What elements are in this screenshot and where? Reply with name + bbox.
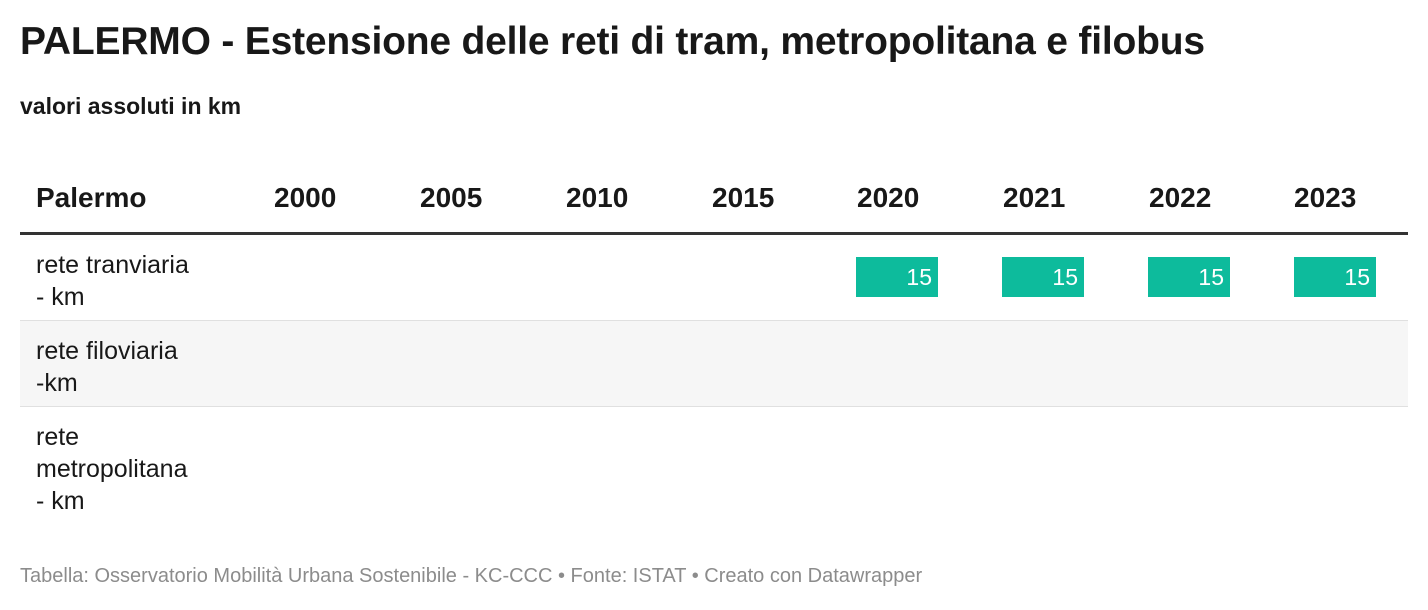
value-bar-2022: 15 xyxy=(1148,257,1230,297)
value-bar-2021: 15 xyxy=(1002,257,1084,297)
column-header-2022: 2022 xyxy=(1149,182,1212,213)
column-header-2005: 2005 xyxy=(420,182,483,213)
table-body: rete tranviaria - km 15 15 15 15 rete filoviar… xyxy=(20,235,1408,519)
column-header-2015: 2015 xyxy=(712,182,775,213)
row-label-line: - km xyxy=(36,487,85,515)
column-header-2021: 2021 xyxy=(1003,182,1066,213)
column-header-2020: 2020 xyxy=(857,182,920,213)
source-footer: Tabella: Osservatorio Mobilità Urbana So… xyxy=(20,565,923,587)
table-row: rete metropolitana - km xyxy=(20,407,1408,519)
row-label-line: - km xyxy=(36,283,85,311)
row-label: rete metropolitana - km xyxy=(36,421,236,517)
column-header-2023: 2023 xyxy=(1294,182,1357,213)
row-label-line: rete xyxy=(36,423,80,451)
chart-subtitle: valori assoluti in km xyxy=(20,93,242,119)
table-row: rete filoviaria -km xyxy=(20,321,1408,407)
value-bar-2023: 15 xyxy=(1294,257,1376,297)
column-header-palermo: Palermo xyxy=(36,182,147,213)
column-header-2000: 2000 xyxy=(274,182,337,213)
value-bar-2020: 15 xyxy=(856,257,938,297)
row-label-line: metropolitana xyxy=(36,455,188,483)
row-label: rete tranviaria - km xyxy=(36,249,236,313)
row-label-line: -km xyxy=(36,369,78,397)
row-label-line: rete tranviaria xyxy=(36,251,189,279)
table-header-row: Palermo 2000 2005 2010 2015 2020 2021 2022 2023 xyxy=(20,160,1408,235)
chart-title: PALERMO - Estensione delle reti di tram,… xyxy=(20,20,1205,63)
data-table: Palermo 2000 2005 2010 2015 2020 2021 2022 2023 … xyxy=(20,160,1408,519)
row-label-line: rete filoviaria xyxy=(36,337,178,365)
table-row: rete tranviaria - km 15 15 15 15 xyxy=(20,235,1408,321)
column-header-2010: 2010 xyxy=(566,182,629,213)
row-label: rete filoviaria -km xyxy=(36,335,236,399)
